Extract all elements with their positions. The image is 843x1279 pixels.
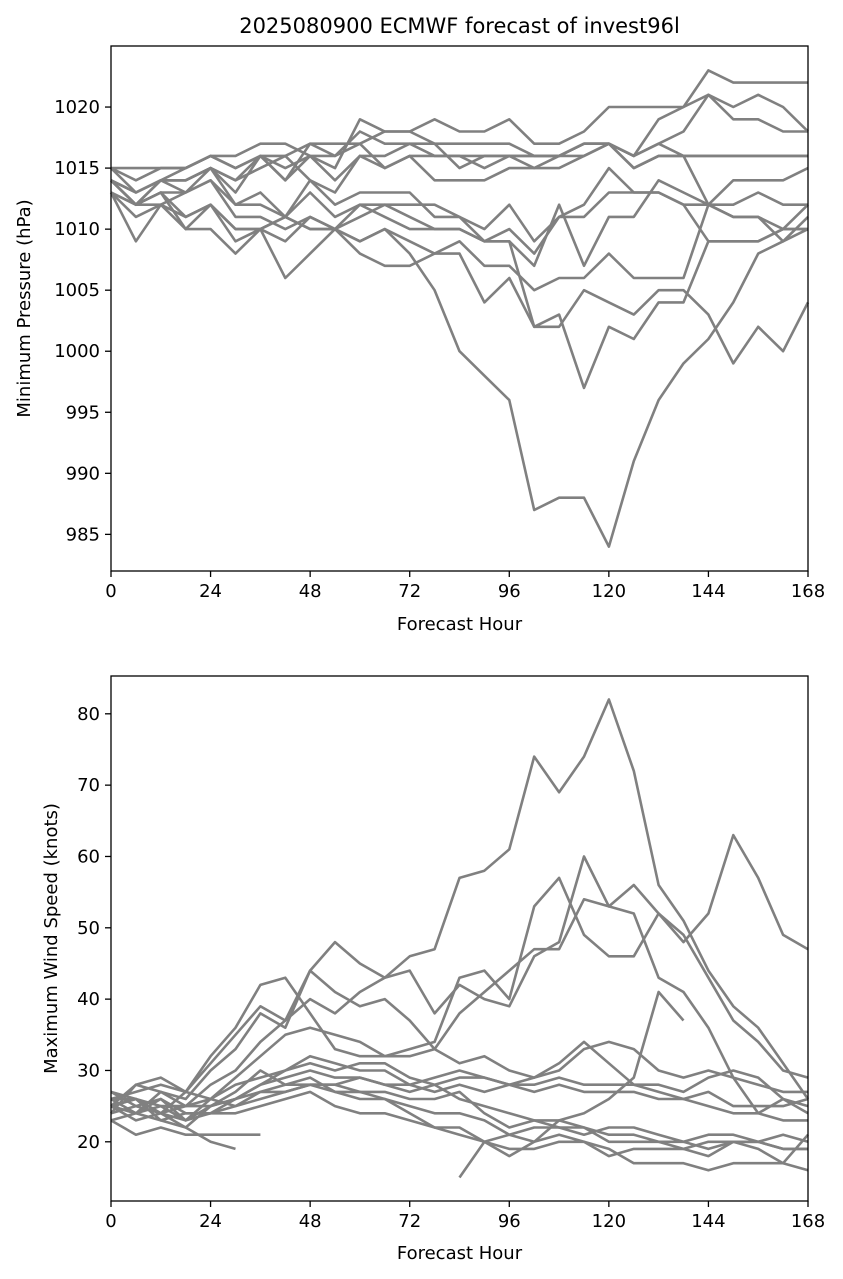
wind-x-tick-label: 144 xyxy=(691,1211,725,1232)
pressure-y-tick-label: 1015 xyxy=(54,158,100,179)
pressure-x-tick-label: 72 xyxy=(398,581,421,602)
wind-y-tick-label: 80 xyxy=(77,704,100,725)
wind-series-line-11 xyxy=(110,969,808,1101)
wind-series-line-8 xyxy=(110,1083,808,1151)
wind-y-tick-label: 40 xyxy=(77,989,100,1010)
pressure-series-line-4 xyxy=(110,142,808,194)
pressure-x-ticks: 0 24 48 72 96 120 144 168 xyxy=(105,571,825,602)
wind-x-tick-label: 48 xyxy=(299,1211,322,1232)
wind-series-line-2 xyxy=(110,897,809,1115)
wind-series-line-10 xyxy=(110,1090,809,1172)
wind-series-line-5 xyxy=(110,1069,809,1122)
pressure-y-tick-label: 1000 xyxy=(54,341,100,362)
wind-series-line-13 xyxy=(458,990,685,1179)
wind-y-tick-label: 50 xyxy=(77,918,100,939)
wind-y-tick-label: 60 xyxy=(77,846,100,867)
wind-y-ticks: 20 30 40 50 60 70 80 xyxy=(77,704,111,1153)
pressure-series-group xyxy=(109,69,810,548)
wind-y-tick-label: 70 xyxy=(77,775,100,796)
pressure-x-axis-label: Forecast Hour xyxy=(397,614,523,635)
wind-x-axis-label: Forecast Hour xyxy=(397,1243,523,1264)
wind-plot-frame xyxy=(110,675,809,1202)
wind-series-line-15 xyxy=(110,1104,236,1151)
wind-series-line-12 xyxy=(110,1062,808,1151)
pressure-series-line-12 xyxy=(110,179,809,548)
pressure-x-tick-label: 48 xyxy=(299,581,322,602)
wind-series-line-14 xyxy=(110,1119,261,1136)
pressure-series-line-8 xyxy=(110,166,808,243)
wind-y-axis-label: Maximum Wind Speed (knots) xyxy=(41,803,62,1074)
pressure-y-tick-label: 1020 xyxy=(54,97,100,118)
pressure-y-ticks: 985 990 995 1000 1005 1010 1015 1020 xyxy=(54,97,111,545)
pressure-y-tick-label: 985 xyxy=(66,524,100,545)
pressure-x-tick-label: 144 xyxy=(691,581,725,602)
wind-x-tick-label: 96 xyxy=(498,1211,521,1232)
wind-series-line-7 xyxy=(110,1069,809,1165)
pressure-x-tick-label: 0 xyxy=(105,581,116,602)
wind-series-line-3 xyxy=(110,876,809,1115)
chart-title: 2025080900 ECMWF forecast of invest96l xyxy=(239,14,680,38)
wind-x-ticks: 0 24 48 72 96 120 144 168 xyxy=(105,1201,825,1232)
pressure-plot-frame xyxy=(110,45,809,572)
pressure-series-line-10 xyxy=(109,191,810,365)
pressure-series-line-3 xyxy=(110,93,809,194)
pressure-series-line-11 xyxy=(110,191,809,390)
pressure-panel: 2025080900 ECMWF forecast of invest96l 0… xyxy=(14,14,825,635)
wind-y-tick-label: 20 xyxy=(77,1132,100,1153)
pressure-x-tick-label: 24 xyxy=(199,581,222,602)
wind-x-tick-label: 72 xyxy=(398,1211,421,1232)
pressure-x-tick-label: 168 xyxy=(791,581,825,602)
wind-series-line-9 xyxy=(110,1083,809,1158)
wind-x-tick-label: 24 xyxy=(199,1211,222,1232)
wind-y-tick-label: 30 xyxy=(77,1060,100,1081)
wind-series-line-0 xyxy=(110,698,810,1108)
pressure-y-tick-label: 995 xyxy=(66,402,100,423)
pressure-y-axis-label: Minimum Pressure (hPa) xyxy=(14,199,35,417)
wind-series-line-1 xyxy=(110,833,809,1115)
pressure-series-line-5 xyxy=(110,142,808,206)
pressure-x-tick-label: 120 xyxy=(592,581,626,602)
pressure-x-tick-label: 96 xyxy=(498,581,521,602)
pressure-y-tick-label: 1005 xyxy=(54,280,100,301)
pressure-y-tick-label: 990 xyxy=(66,463,100,484)
wind-x-tick-label: 120 xyxy=(592,1211,626,1232)
wind-series-group xyxy=(110,698,810,1179)
wind-panel: 0 24 48 72 96 120 144 168 20 30 40 50 60 70 80 Foreca… xyxy=(41,675,825,1264)
wind-x-tick-label: 0 xyxy=(105,1211,116,1232)
wind-x-tick-label: 168 xyxy=(791,1211,825,1232)
pressure-y-tick-label: 1010 xyxy=(54,219,100,240)
